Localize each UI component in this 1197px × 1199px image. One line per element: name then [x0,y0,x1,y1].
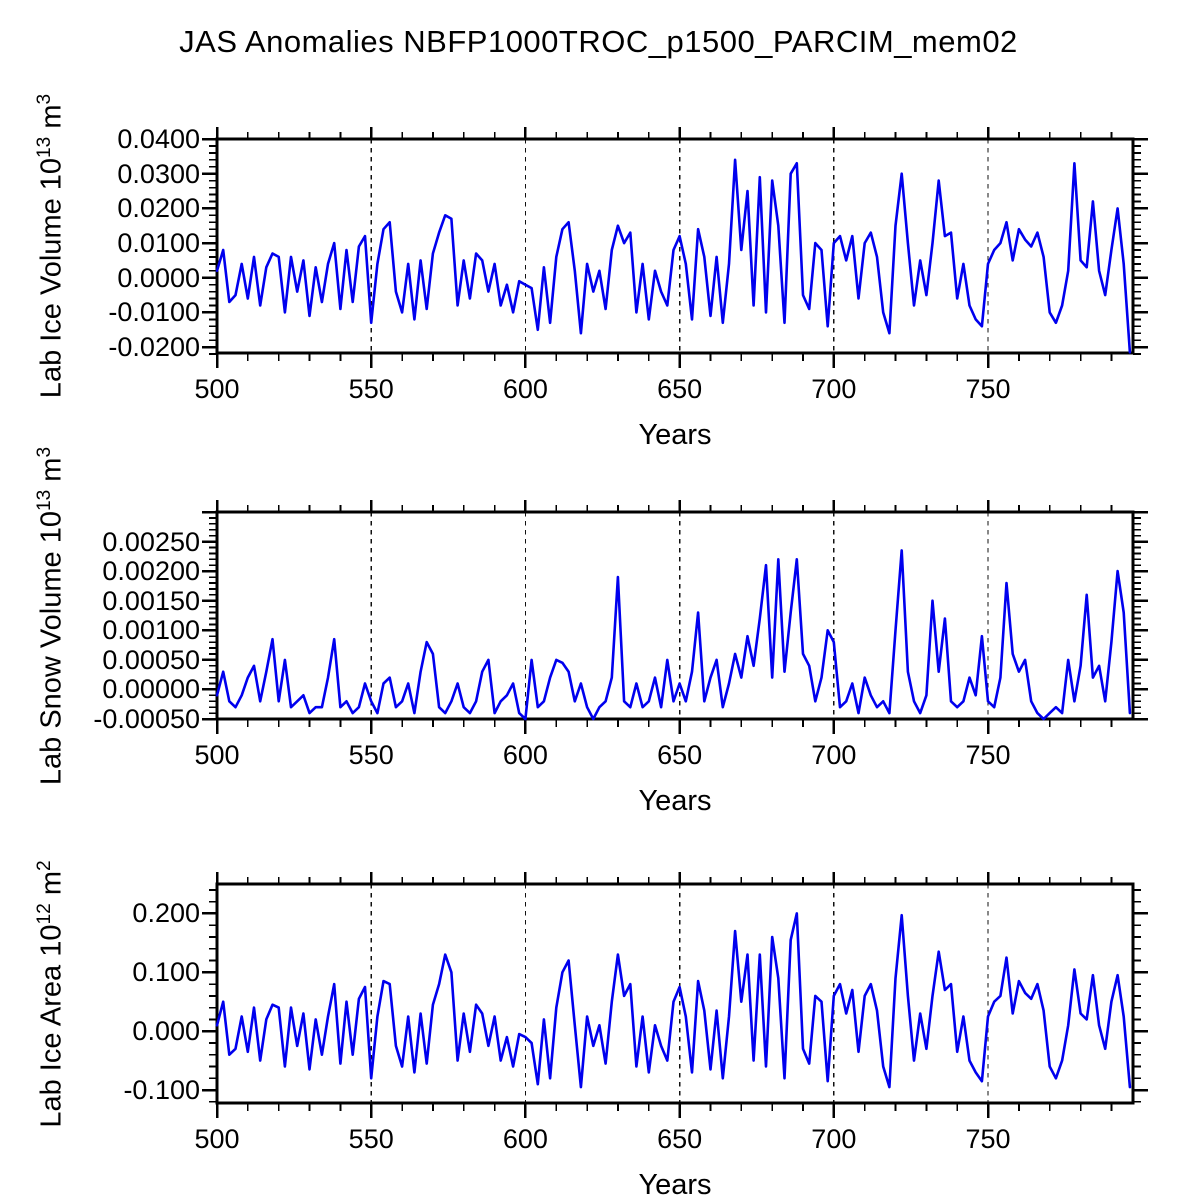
major-ticks [202,500,1148,734]
figure-title: JAS Anomalies NBFP1000TROC_p1500_PARCIM_… [179,24,1018,59]
y-tick-label: 0.0200 [117,193,200,224]
x-tick-label: 750 [965,374,1011,404]
y-tick-label: 0.00250 [102,526,200,557]
data-line [215,912,1132,1089]
y-tick-label: 0.200 [132,898,200,929]
snow-volume-plot [202,500,1148,734]
minor-ticks [209,505,1141,727]
x-tick-label: 500 [194,374,240,404]
x-tick-label: 650 [657,740,703,770]
x-axis-title: Years [638,419,712,451]
y-tick-label: 0.00100 [102,615,200,646]
x-tick-label: 700 [811,740,857,770]
y-axis-title-exponent: 13 [34,489,55,511]
plot-frame [215,137,1135,355]
x-tick-label: 700 [811,1124,857,1154]
x-tick-label: 550 [348,374,394,404]
gridlines [370,512,989,719]
x-tick-label: 550 [348,740,394,770]
y-tick-label: 0.0400 [117,124,200,154]
x-tick-label: 500 [194,1124,240,1154]
x-tick-label: 600 [502,374,548,404]
minor-ticks [209,132,1141,361]
y-tick-label: 0.100 [132,957,200,988]
plot-frame [215,882,1135,1105]
ice-volume-plot [202,127,1148,368]
y-tick-label: 0.0100 [117,228,200,259]
y-tick-label: 0.000 [132,1016,200,1047]
x-tick-label: 550 [348,1124,394,1154]
y-tick-label: -0.100 [123,1075,200,1106]
y-tick-label: 0.00150 [102,585,200,616]
data-line [215,549,1132,721]
plot-frame [215,510,1135,721]
y-axis-title-unit-exponent: 2 [34,859,55,871]
x-tick-label: 750 [965,1124,1011,1154]
data-line [215,158,1132,354]
x-axis-title: Years [638,1169,712,1199]
x-tick-label: 500 [194,740,240,770]
y-tick-label: 0.0000 [117,262,200,293]
gridlines [370,884,989,1103]
y-tick-label: 0.00200 [102,556,200,587]
x-tick-label: 600 [502,740,548,770]
ice-area-plot [202,872,1148,1118]
y-tick-label: -0.0100 [108,297,200,328]
y-tick-label: 0.0300 [117,158,200,189]
x-tick-label: 650 [657,374,703,404]
x-axis-title: Years [638,785,712,817]
y-axis-title-ice-area: Lab Ice Area 1012 m2 [34,684,76,1199]
y-tick-label: -0.0200 [108,332,200,363]
y-axis-title-unit-exponent: 3 [34,93,55,105]
y-tick-label: 0.00000 [102,674,200,705]
x-tick-label: 700 [811,374,857,404]
y-axis-title-unit: m [35,457,68,490]
y-tick-label: -0.00050 [93,704,200,734]
major-ticks [202,127,1148,368]
x-tick-label: 650 [657,1124,703,1154]
y-tick-label: 0.00050 [102,644,200,675]
major-ticks [202,872,1148,1118]
minor-ticks [209,877,1141,1111]
x-tick-label: 600 [502,1124,548,1154]
x-tick-label: 750 [965,740,1011,770]
y-axis-title-unit-exponent: 3 [34,446,55,458]
